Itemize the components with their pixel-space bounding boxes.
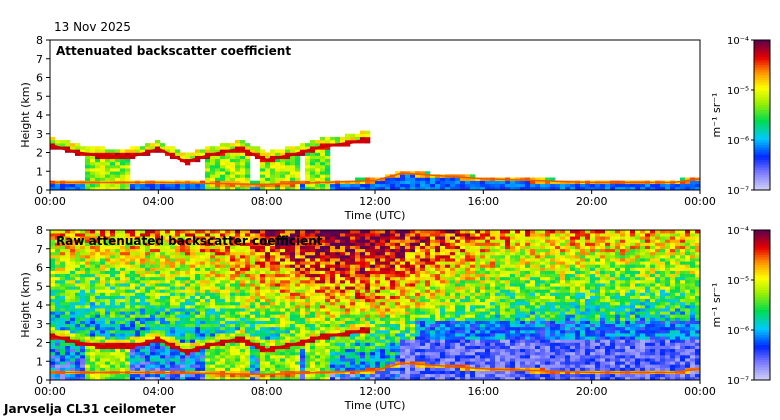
chart-panel-2: Raw attenuated backscatter coefficient 0 1…: [19, 224, 771, 412]
y-tick-label: 4: [36, 109, 43, 122]
chart-panel-1: Attenuated backscatter coefficient 0 1 2 3 4 5…: [19, 34, 771, 222]
x-tick-label: 00:00: [34, 385, 66, 398]
x-tick-label: 08:00: [251, 195, 283, 208]
y-tick-label: 8: [36, 34, 43, 47]
y-tick-label: 6: [36, 262, 43, 275]
colorbar-tick-label: 10⁻⁴: [727, 36, 749, 47]
colorbar-tick-label: 10⁻⁶: [727, 136, 749, 147]
colorbar: 10⁻⁴ 10⁻⁵ 10⁻⁶ 10⁻⁷ m⁻¹ sr⁻¹: [710, 36, 771, 197]
colorbar-tick-label: 10⁻⁵: [727, 86, 749, 97]
x-tick-label: 20:00: [576, 385, 608, 398]
y-tick-label: 2: [36, 147, 43, 160]
y-tick-label: 8: [36, 224, 43, 237]
x-tick-label: 00:00: [34, 195, 66, 208]
x-tick-label: 20:00: [576, 195, 608, 208]
x-tick-label: 00:00: [684, 385, 716, 398]
y-tick-label: 5: [36, 280, 43, 293]
panel-title: Attenuated backscatter coefficient: [56, 44, 291, 58]
backscatter-field: [50, 230, 701, 381]
backscatter-field: [50, 130, 701, 191]
colorbar: 10⁻⁴ 10⁻⁵ 10⁻⁶ 10⁻⁷ m⁻¹ sr⁻¹: [710, 226, 771, 387]
cloud-base-line: [49, 328, 370, 354]
y-tick-label: 2: [36, 337, 43, 350]
y-axis-label: Height (km): [19, 272, 32, 338]
colorbar-tick-label: 10⁻⁷: [727, 186, 749, 197]
x-tick-label: 00:00: [684, 195, 716, 208]
x-tick-label: 08:00: [251, 385, 283, 398]
colorbar-tick-label: 10⁻⁴: [727, 226, 749, 237]
x-tick-label: 04:00: [142, 385, 174, 398]
boundary-layer-line: [50, 172, 701, 186]
colorbar-tick-label: 10⁻⁵: [727, 276, 749, 287]
panel-title: Raw attenuated backscatter coefficient: [56, 234, 323, 248]
boundary-layer-line: [50, 362, 701, 376]
x-tick-label: 16:00: [467, 385, 499, 398]
y-tick-label: 0: [36, 184, 43, 197]
colorbar-label: m⁻¹ sr⁻¹: [710, 283, 723, 328]
y-tick-label: 0: [36, 374, 43, 387]
x-tick-label: 04:00: [142, 195, 174, 208]
y-tick-label: 5: [36, 90, 43, 103]
colorbar-label: m⁻¹ sr⁻¹: [710, 93, 723, 138]
y-tick-label: 1: [36, 355, 43, 368]
y-axis-label: Height (km): [19, 82, 32, 148]
x-tick-label: 12:00: [359, 385, 391, 398]
y-tick-label: 3: [36, 318, 43, 331]
station-label: Jarvselja CL31 ceilometer: [4, 402, 176, 416]
plot-area: [50, 40, 700, 190]
y-tick-label: 4: [36, 299, 43, 312]
y-tick-label: 6: [36, 72, 43, 85]
colorbar-tick-label: 10⁻⁷: [727, 376, 749, 387]
date-label: 13 Nov 2025: [54, 20, 131, 34]
x-axis-label: Time (UTC): [344, 209, 406, 222]
x-tick-label: 12:00: [359, 195, 391, 208]
colorbar-tick-label: 10⁻⁶: [727, 326, 749, 337]
colorbar-frame: [753, 229, 771, 381]
y-tick-label: 3: [36, 128, 43, 141]
cloud-base-line: [49, 138, 370, 164]
colorbar-frame: [753, 39, 771, 191]
x-axis-label: Time (UTC): [344, 399, 406, 412]
y-tick-label: 1: [36, 165, 43, 178]
y-tick-label: 7: [36, 53, 43, 66]
x-tick-label: 16:00: [467, 195, 499, 208]
y-tick-label: 7: [36, 243, 43, 256]
